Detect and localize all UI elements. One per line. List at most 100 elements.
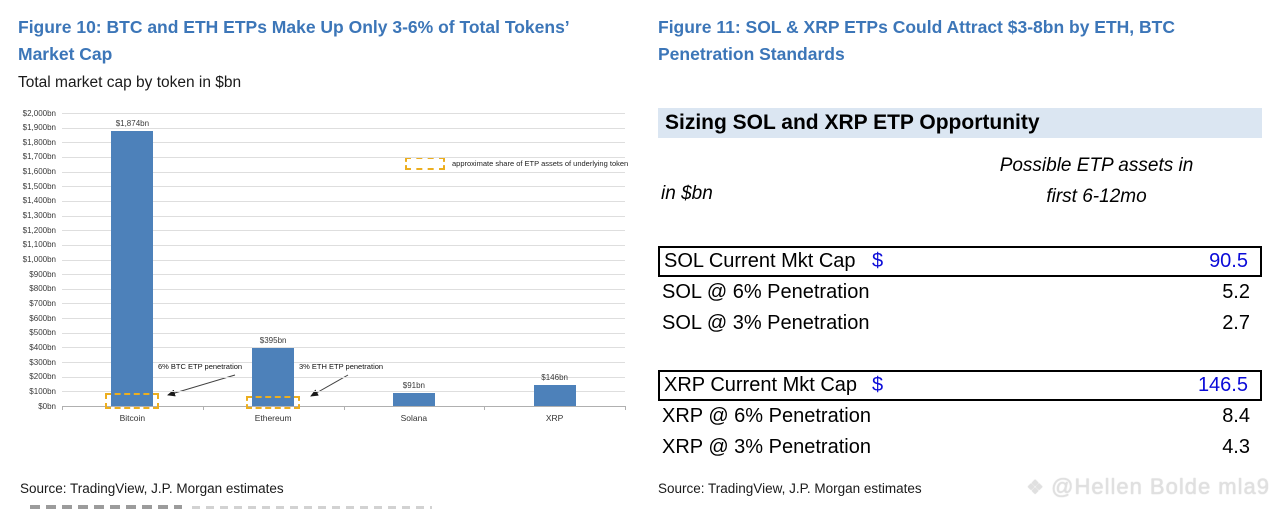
bar-solana — [392, 392, 435, 406]
y-tick-label: $1,300bn — [22, 211, 56, 221]
gridline — [62, 215, 625, 217]
table-row: SOL @ 6% Penetration 5.2 — [658, 277, 1262, 308]
table-row: XRP @ 3% Penetration 4.3 — [658, 432, 1262, 463]
y-tick-label: $1,900bn — [22, 123, 56, 133]
annotation-eth-penetration: 3% ETH ETP penetration — [299, 362, 384, 371]
row-value: 146.5 — [1197, 374, 1248, 396]
gridline — [62, 200, 625, 202]
gridline — [62, 142, 625, 144]
bar-value-label: $1,874bn — [115, 119, 150, 129]
figure11-title: Figure 11: SOL & XRP ETPs Could Attract … — [658, 17, 1175, 65]
table-row: SOL Current Mkt Cap $90.5 — [658, 246, 1262, 277]
y-tick-label: $900bn — [29, 269, 56, 279]
bar-value-label: $146bn — [541, 372, 568, 382]
table-row: XRP Current Mkt Cap $146.5 — [658, 370, 1262, 401]
etp-share-box-ethereum — [246, 396, 301, 409]
gridline — [62, 113, 625, 114]
row-value: 90.5 — [1209, 250, 1248, 272]
row-value: 8.4 — [1222, 405, 1250, 427]
bar-value-label: $395bn — [259, 336, 287, 346]
row-label: XRP Current Mkt Cap — [664, 374, 858, 396]
table-column-header: Possible ETP assets in first 6-12mo — [939, 150, 1254, 213]
row-value: 2.7 — [1222, 312, 1250, 334]
y-tick-label: $1,600bn — [22, 167, 56, 177]
y-tick-label: $1,100bn — [22, 240, 56, 250]
bar-value-label: $91bn — [402, 380, 425, 390]
chart-subtitle: Total market cap by token in $bn — [18, 74, 242, 91]
market-cap-bar-chart: approximate share of ETP assets of under… — [18, 103, 636, 425]
table-unit-label: in $bn — [661, 183, 713, 204]
source-note-right: Source: TradingView, J.P. Morgan estimat… — [658, 481, 922, 496]
table-title-band: Sizing SOL and XRP ETP Opportunity — [658, 108, 1262, 138]
y-tick-label: $200bn — [29, 372, 56, 382]
legend-etp-share-label: approximate share of ETP assets of under… — [452, 159, 629, 168]
x-axis-tick — [343, 406, 345, 410]
x-tick-label: Solana — [400, 413, 428, 423]
gridline — [62, 244, 625, 246]
gridline — [62, 171, 625, 173]
table-row: XRP @ 6% Penetration 8.4 — [658, 401, 1262, 432]
gridline — [62, 347, 625, 349]
y-tick-label: $100bn — [29, 386, 56, 396]
watermark: ❖ @Hellen Bolde mla9 — [1026, 474, 1270, 500]
gridline — [62, 186, 625, 188]
y-tick-label: $400bn — [29, 342, 56, 352]
y-tick-label: $1,200bn — [22, 225, 56, 235]
row-value: 5.2 — [1222, 281, 1250, 303]
figure10-title: Figure 10: BTC and ETH ETPs Make Up Only… — [18, 17, 569, 65]
y-tick-label: $1,000bn — [22, 255, 56, 264]
diamond-icon: ❖ — [1026, 477, 1046, 499]
x-axis-tick — [62, 406, 63, 410]
watermark-text: @Hellen Bolde mla9 — [1051, 474, 1270, 499]
row-label: SOL Current Mkt Cap — [664, 250, 856, 272]
gridline — [62, 230, 625, 232]
legend-etp-share-swatch — [405, 157, 445, 170]
y-tick-label: $1,800bn — [22, 137, 56, 147]
y-tick-label: $600bn — [29, 313, 56, 323]
currency-symbol: $ — [872, 250, 884, 272]
gridline — [62, 332, 625, 334]
y-tick-label: $1,500bn — [22, 181, 56, 191]
table-row: SOL @ 3% Penetration 2.7 — [658, 308, 1262, 339]
sizing-table-panel: Figure 11: SOL & XRP ETPs Could Attract … — [658, 0, 1262, 512]
row-label: XRP @ 6% Penetration — [662, 405, 871, 427]
gridline — [62, 127, 625, 129]
gridline — [62, 288, 625, 290]
gridline — [62, 156, 625, 158]
row-label: XRP @ 3% Penetration — [662, 436, 871, 458]
y-tick-label: $500bn — [29, 328, 56, 338]
annotation-btc-penetration: 6% BTC ETP penetration — [158, 362, 243, 371]
x-tick-label: XRP — [545, 413, 564, 423]
gridline — [62, 376, 625, 378]
currency-symbol: $ — [872, 374, 884, 396]
y-tick-label: $0bn — [38, 401, 56, 411]
bar-bitcoin — [111, 131, 154, 406]
y-tick-label: $800bn — [29, 284, 56, 294]
table-column-header-line1: Possible ETP assets in — [999, 155, 1194, 176]
gridline — [62, 318, 625, 320]
row-value: 4.3 — [1222, 436, 1250, 458]
gridline — [62, 362, 625, 364]
y-tick-label: $1,700bn — [22, 152, 56, 162]
row-label: SOL @ 6% Penetration — [662, 281, 870, 303]
x-tick-label: Bitcoin — [119, 413, 146, 423]
x-tick-label: Ethereum — [254, 413, 292, 423]
x-axis-tick — [202, 406, 204, 410]
gridline — [62, 391, 625, 393]
cutoff-text-artifact — [192, 506, 432, 509]
y-tick-label: $1,400bn — [22, 196, 56, 206]
gridline — [62, 259, 625, 261]
source-note-left: Source: TradingView, J.P. Morgan estimat… — [20, 481, 284, 496]
y-tick-label: $300bn — [29, 357, 56, 367]
gridline — [62, 274, 625, 276]
y-tick-label: $2,000bn — [22, 108, 56, 118]
etp-share-box-bitcoin — [105, 393, 160, 409]
y-tick-label: $700bn — [29, 298, 56, 308]
table-column-header-line2: first 6-12mo — [1046, 186, 1147, 208]
cutoff-text-artifact — [30, 505, 182, 509]
gridline — [62, 303, 625, 305]
x-axis-tick — [625, 406, 626, 410]
x-axis-tick — [484, 406, 486, 410]
row-label: SOL @ 3% Penetration — [662, 312, 870, 334]
bar-xrp — [533, 384, 576, 406]
